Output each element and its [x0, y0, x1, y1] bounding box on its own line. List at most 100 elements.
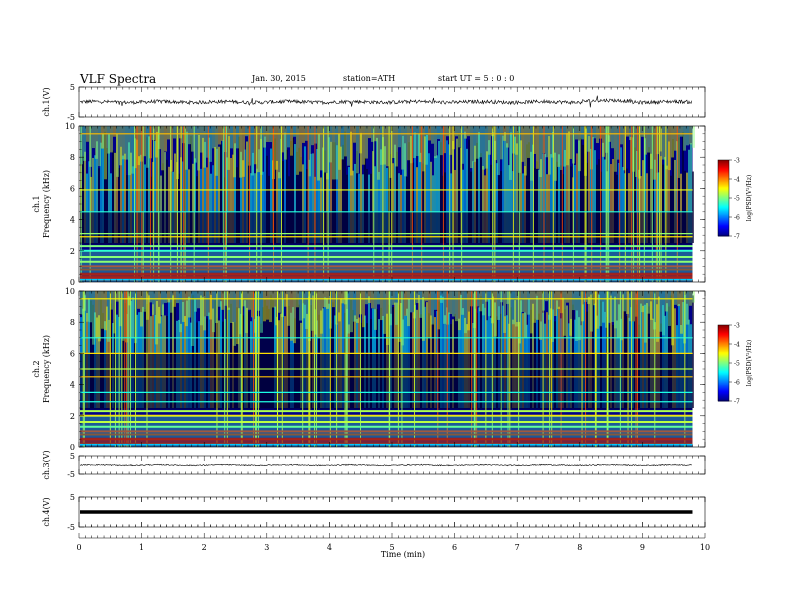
spectrogram-upper-texture: [233, 126, 236, 178]
spectrogram-column: [664, 156, 666, 243]
y-tick-label: 10: [65, 122, 75, 131]
colorbar-segment: [718, 181, 729, 184]
spectrogram-column: [250, 173, 252, 243]
colorbar-segment: [718, 368, 729, 370]
x-tick-label: 2: [202, 543, 207, 552]
colorbar-segment: [718, 361, 729, 364]
spectrogram-upper-texture: [497, 291, 500, 320]
spectrogram-upper-texture: [155, 291, 158, 345]
spectrogram-upper-texture: [239, 291, 242, 335]
colorbar-segment: [718, 192, 729, 195]
spectrogram-upper-texture: [641, 126, 644, 137]
spectrogram-column: [84, 151, 86, 243]
spectrogram-upper-texture: [581, 126, 584, 140]
spectrogram-column: [504, 132, 506, 243]
colorbar-segment: [718, 326, 729, 329]
spectrogram-upper-texture: [239, 126, 242, 178]
spectrogram-upper-texture: [671, 291, 674, 346]
spectrogram-upper-texture: [128, 126, 131, 176]
spectrogram-upper-texture: [92, 126, 95, 149]
spectrogram-column: [90, 176, 92, 243]
spectrogram-upper-texture: [113, 126, 116, 137]
spectrogram-column: [128, 142, 130, 243]
colorbar-segment: [718, 215, 729, 218]
spectrogram-column: [682, 132, 684, 243]
spectrogram-column: [132, 166, 134, 243]
spectrogram-upper-texture: [473, 126, 476, 162]
colorbar-segment: [718, 394, 729, 397]
colorbar-segment: [718, 213, 729, 215]
spectrogram-column: [198, 134, 200, 243]
spectrogram-column: [324, 150, 326, 243]
spectrogram-column: [540, 159, 542, 243]
panels-group: [80, 95, 695, 514]
spectrogram-upper-texture: [323, 126, 326, 173]
spectrogram-column: [88, 161, 90, 243]
y-tick-label: 6: [70, 349, 75, 358]
spectrogram-column: [316, 149, 318, 243]
spectrogram-column: [536, 161, 538, 243]
spectrogram-column: [140, 154, 142, 243]
spectrogram-column: [590, 294, 592, 408]
y-tick-label: 10: [65, 287, 75, 296]
spectrogram-column: [186, 131, 188, 243]
spectrogram-column: [322, 147, 324, 243]
x-tick-label: 10: [700, 543, 710, 552]
spectrogram-upper-texture: [374, 291, 377, 330]
spectrogram-column: [306, 169, 308, 243]
spectrogram-upper-texture: [566, 291, 569, 303]
spectrogram-upper-texture: [179, 291, 182, 333]
spectrogram-column: [640, 176, 642, 243]
spectrogram-upper-texture: [113, 291, 116, 334]
colorbar-segment: [718, 385, 729, 388]
spectrogram-upper-texture: [401, 126, 404, 170]
spectrogram-column: [628, 173, 630, 243]
x-tick-label: 8: [577, 543, 582, 552]
spectrogram-column: [324, 297, 326, 408]
colorbar-segment: [718, 199, 729, 202]
colorbar-segment: [718, 398, 729, 401]
spectrogram-column: [204, 141, 206, 243]
spectrogram-column: [508, 165, 510, 243]
spectrogram-upper-texture: [689, 126, 692, 145]
spectrogram-column: [364, 157, 366, 243]
lowfreq-band: [80, 437, 693, 444]
spectrogram-column: [674, 159, 676, 243]
spectrogram-column: [654, 159, 656, 243]
spectrogram-column: [622, 294, 624, 408]
colorbar-segment: [718, 165, 729, 167]
spectrogram-upper-texture: [455, 126, 458, 137]
spectrogram-column: [602, 142, 604, 243]
spectrogram-column: [408, 142, 410, 243]
frequency-axis-label: Frequency (kHz): [42, 335, 51, 403]
spectrogram-column: [462, 169, 464, 243]
spectrogram-upper-texture: [164, 126, 167, 152]
colorbar-segment: [718, 332, 729, 335]
spectrogram-upper-texture: [410, 291, 413, 313]
spectrogram-column: [420, 152, 422, 243]
spectrogram-column: [668, 141, 670, 243]
spectrogram-column: [492, 296, 494, 408]
colorbar-segment: [718, 210, 729, 213]
spectrogram-upper-texture: [212, 291, 215, 333]
spectrogram-column: [178, 173, 180, 243]
spectrogram-upper-texture: [131, 291, 134, 338]
spectrogram-upper-texture: [137, 291, 140, 309]
spectrogram-upper-texture: [569, 126, 572, 159]
spectrogram-upper-texture: [539, 291, 542, 340]
spectrogram-upper-texture: [185, 126, 188, 170]
colorbar-segment: [718, 327, 729, 330]
colorbar-segment: [718, 171, 729, 174]
spectrogram-column: [444, 172, 446, 243]
spectrogram-upper-texture: [290, 291, 293, 341]
spectrogram-upper-texture: [470, 126, 473, 169]
colorbar-segment: [718, 345, 729, 348]
spectrogram-upper-texture: [116, 126, 119, 177]
spectrogram-column: [144, 164, 146, 243]
spectrogram-column: [438, 140, 440, 243]
x-tick-label: 4: [327, 543, 332, 552]
spectrogram-column: [596, 164, 598, 243]
colorbar-segment: [718, 205, 729, 208]
spectrogram-upper-texture: [647, 291, 650, 314]
spectrogram-upper-texture: [536, 126, 539, 169]
